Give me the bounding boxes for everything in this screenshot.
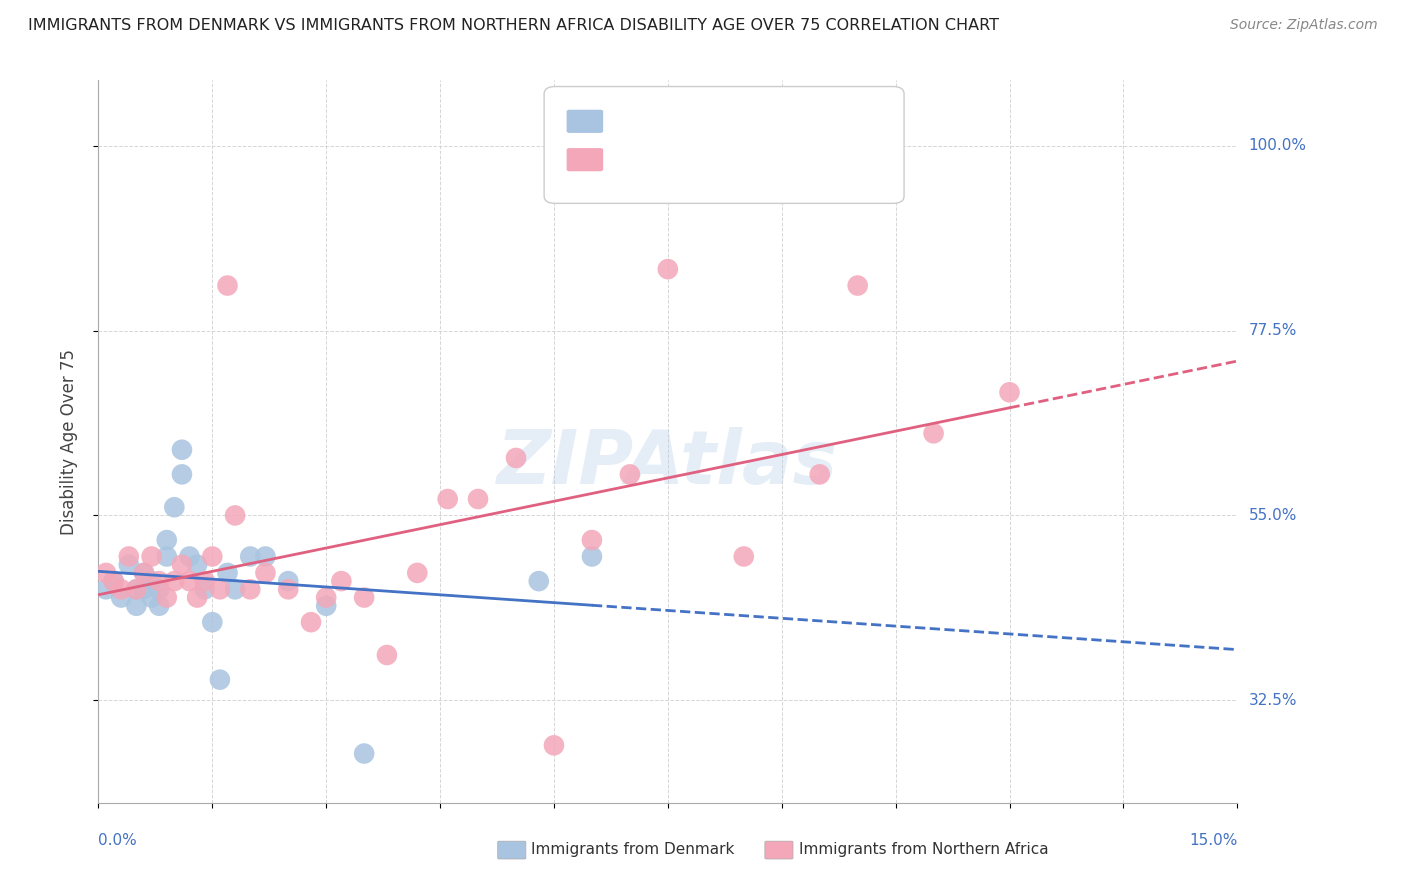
Point (132, 566, 155, 580)
Point (132, 582, 155, 597)
Point (170, 442, 193, 457)
Point (581, 549, 603, 564)
Point (467, 491, 489, 506)
Text: 100.0%: 100.0% (1249, 138, 1306, 153)
Point (846, 278, 869, 293)
Point (581, 533, 603, 547)
Point (163, 500, 186, 515)
Text: -0.047: -0.047 (640, 112, 699, 129)
Point (163, 574, 186, 588)
Text: 55.0%: 55.0% (1249, 508, 1296, 523)
Point (141, 574, 163, 588)
Point (299, 615, 322, 630)
Point (103, 574, 125, 588)
Point (132, 566, 155, 580)
Point (277, 582, 299, 597)
Point (201, 549, 224, 564)
Point (179, 574, 201, 588)
Y-axis label: Disability Age Over 75: Disability Age Over 75 (59, 349, 77, 534)
Text: Immigrants from Denmark: Immigrants from Denmark (531, 842, 735, 856)
Text: 39: 39 (742, 150, 766, 168)
Point (148, 574, 170, 588)
Point (543, 739, 565, 753)
Point (436, 491, 458, 506)
Point (170, 467, 193, 482)
Text: IMMIGRANTS FROM DENMARK VS IMMIGRANTS FROM NORTHERN AFRICA DISABILITY AGE OVER 7: IMMIGRANTS FROM DENMARK VS IMMIGRANTS FR… (28, 18, 1000, 33)
Point (217, 566, 239, 580)
Point (141, 591, 163, 605)
Text: Immigrants from Northern Africa: Immigrants from Northern Africa (799, 842, 1049, 856)
Point (103, 574, 125, 588)
Point (217, 278, 239, 293)
Point (224, 508, 246, 523)
Point (224, 582, 246, 597)
Text: ZIPAtlas: ZIPAtlas (498, 426, 838, 500)
Point (619, 467, 641, 482)
Point (170, 558, 193, 572)
Text: N =: N = (713, 112, 749, 129)
Point (125, 582, 148, 597)
Point (254, 566, 277, 580)
Text: 32.5%: 32.5% (1249, 693, 1296, 707)
Point (315, 599, 337, 613)
Point (125, 599, 148, 613)
Text: N =: N = (713, 150, 749, 168)
Point (148, 599, 170, 613)
Point (922, 426, 945, 441)
Point (315, 591, 337, 605)
Point (527, 574, 550, 588)
Point (239, 549, 262, 564)
Text: 77.5%: 77.5% (1249, 323, 1296, 338)
Point (330, 574, 353, 588)
Point (179, 549, 201, 564)
Point (201, 615, 224, 630)
Point (110, 582, 132, 597)
Point (141, 549, 163, 564)
Point (118, 558, 141, 572)
Point (277, 574, 299, 588)
Point (156, 549, 179, 564)
Point (254, 549, 277, 564)
Point (353, 747, 375, 761)
Point (208, 673, 231, 687)
Point (186, 558, 208, 572)
Text: 15.0%: 15.0% (1189, 833, 1237, 848)
Point (125, 582, 148, 597)
Point (194, 582, 217, 597)
Point (505, 450, 527, 465)
Text: R =: R = (607, 150, 644, 168)
Point (406, 566, 429, 580)
Point (156, 591, 179, 605)
Text: 31: 31 (742, 112, 765, 129)
Point (94, 582, 117, 597)
Point (208, 582, 231, 597)
Point (733, 549, 755, 564)
Point (118, 549, 141, 564)
Point (148, 582, 170, 597)
Point (657, 262, 679, 277)
Point (375, 648, 398, 662)
Point (110, 591, 132, 605)
Point (94, 566, 117, 580)
Text: 0.437: 0.437 (640, 150, 699, 168)
Point (239, 582, 262, 597)
Point (998, 385, 1021, 400)
Point (194, 574, 217, 588)
Text: Source: ZipAtlas.com: Source: ZipAtlas.com (1230, 18, 1378, 32)
Point (156, 533, 179, 547)
Point (353, 591, 375, 605)
Text: 0.0%: 0.0% (98, 833, 138, 848)
Point (186, 591, 208, 605)
Point (808, 467, 831, 482)
Text: R =: R = (607, 112, 644, 129)
